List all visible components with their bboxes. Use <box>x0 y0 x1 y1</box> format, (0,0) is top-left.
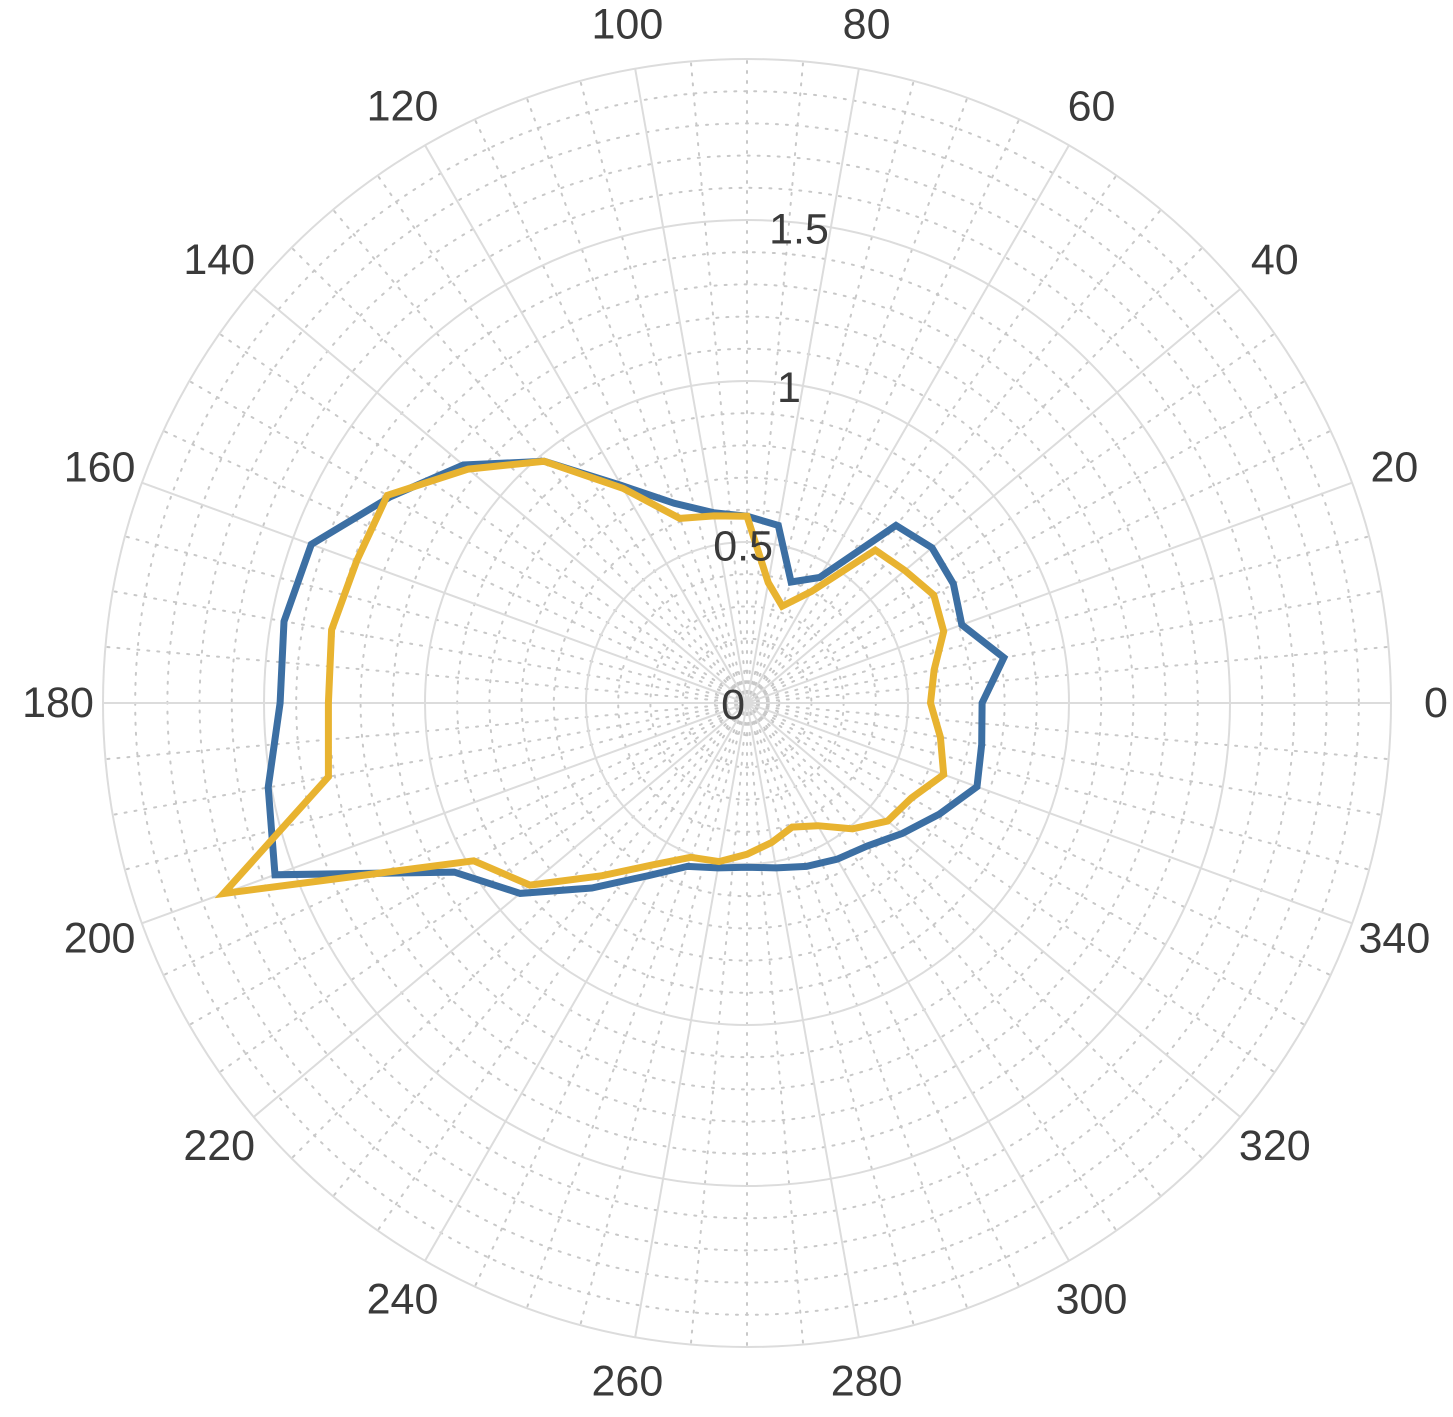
angular-tick-label: 220 <box>183 1122 255 1170</box>
major-grid-spoke <box>746 481 1353 704</box>
radial-tick-label: 0 <box>721 681 745 729</box>
major-grid-spoke <box>634 702 748 1338</box>
angular-tick-label: 260 <box>592 1358 664 1406</box>
angular-tick-label: 320 <box>1239 1122 1311 1170</box>
major-grid-spoke <box>746 68 860 704</box>
major-grid-spoke <box>746 702 1070 1262</box>
radial-tick-label: 0.5 <box>713 522 773 570</box>
radial-tick-label: 1.5 <box>769 205 829 253</box>
major-grid-spoke <box>424 144 748 704</box>
angular-tick-label: 300 <box>1056 1276 1128 1324</box>
major-grid-spoke <box>141 702 748 925</box>
angular-tick-label: 40 <box>1251 236 1299 284</box>
angular-tick-label: 60 <box>1068 82 1116 130</box>
angular-tick-label: 100 <box>592 1 664 49</box>
series-line-2 <box>214 457 948 899</box>
major-grid-spoke <box>253 288 748 704</box>
angular-tick-label: 340 <box>1359 915 1431 963</box>
major-grid-spoke <box>746 702 1353 925</box>
angular-tick-label: 240 <box>367 1276 439 1324</box>
series-line-1 <box>264 457 1009 897</box>
angular-tick-label: 20 <box>1370 443 1418 491</box>
major-grid-spoke <box>746 288 1241 704</box>
angular-tick-label: 200 <box>64 915 136 963</box>
major-grid-spoke <box>746 702 860 1338</box>
series-layer <box>214 457 1009 899</box>
radial-tick-label: 1 <box>777 364 801 412</box>
major-grid-spoke <box>141 481 748 704</box>
major-grid <box>102 58 1392 1348</box>
angular-tick-label: 180 <box>22 679 94 727</box>
angular-tick-label: 120 <box>367 82 439 130</box>
major-grid-spoke <box>253 702 748 1118</box>
major-grid-spoke <box>746 702 1241 1118</box>
angular-tick-label: 160 <box>64 443 136 491</box>
angular-tick-label: 0 <box>1424 679 1448 727</box>
angular-tick-label: 280 <box>831 1358 903 1406</box>
angular-tick-label: 80 <box>843 1 891 49</box>
major-grid-spoke <box>634 68 748 704</box>
angular-tick-label: 140 <box>183 236 255 284</box>
major-grid-spoke <box>424 702 748 1262</box>
major-grid-spoke <box>746 144 1070 704</box>
labels-layer: 0 20 40 60 80 100 120 140 160 180 200 220 240 260 280 3… <box>22 1 1448 1406</box>
